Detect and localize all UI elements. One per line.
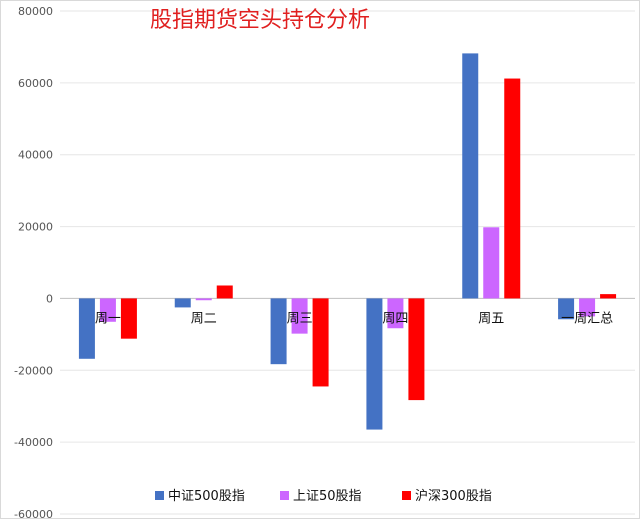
bar (291, 298, 308, 334)
bar (270, 298, 287, 365)
bar (462, 53, 479, 299)
legend-label: 上证50股指 (293, 489, 362, 504)
legend-swatch (155, 491, 164, 500)
bar (387, 298, 404, 329)
bar (99, 298, 116, 322)
chart-title: 股指期货空头持仓分析 (150, 8, 370, 33)
bar (558, 298, 575, 320)
category-label: 周一 (95, 311, 121, 326)
y-axis-ticks: 80000 60000 40000 20000 0 -20000 -40000 -60000 (14, 5, 53, 519)
bars (78, 53, 617, 430)
y-tick-label: 0 (46, 292, 53, 305)
category-label: 周四 (382, 311, 408, 326)
category-label: 周二 (191, 311, 217, 326)
bar (174, 298, 191, 308)
bar (216, 285, 233, 299)
bar (78, 298, 95, 359)
bar (312, 298, 329, 387)
bar (195, 298, 212, 301)
category-labels: 周一 周二 周三 周四 周五 一周汇总 (95, 311, 613, 326)
bar (600, 294, 617, 299)
legend-label: 中证500股指 (168, 489, 245, 504)
y-tick-label: -40000 (14, 436, 53, 449)
y-tick-label: 40000 (18, 149, 53, 162)
category-label: 一周汇总 (561, 311, 613, 326)
bar (483, 227, 500, 299)
gridlines (60, 10, 635, 515)
y-tick-label: -60000 (14, 508, 53, 519)
bar (120, 298, 137, 339)
legend-swatch (280, 491, 289, 500)
category-label: 周三 (287, 311, 313, 326)
legend-swatch (402, 491, 411, 500)
y-tick-label: 20000 (18, 221, 53, 234)
bar (504, 78, 521, 299)
legend-label: 沪深300股指 (415, 488, 492, 504)
category-label: 周五 (478, 311, 504, 326)
legend: 中证500股指 上证50股指 沪深300股指 (155, 488, 492, 504)
y-tick-label: 60000 (18, 77, 53, 90)
bar (366, 298, 383, 430)
bar (579, 298, 596, 317)
y-tick-label: -20000 (14, 364, 53, 377)
bar (408, 298, 425, 401)
y-tick-label: 80000 (18, 5, 53, 18)
